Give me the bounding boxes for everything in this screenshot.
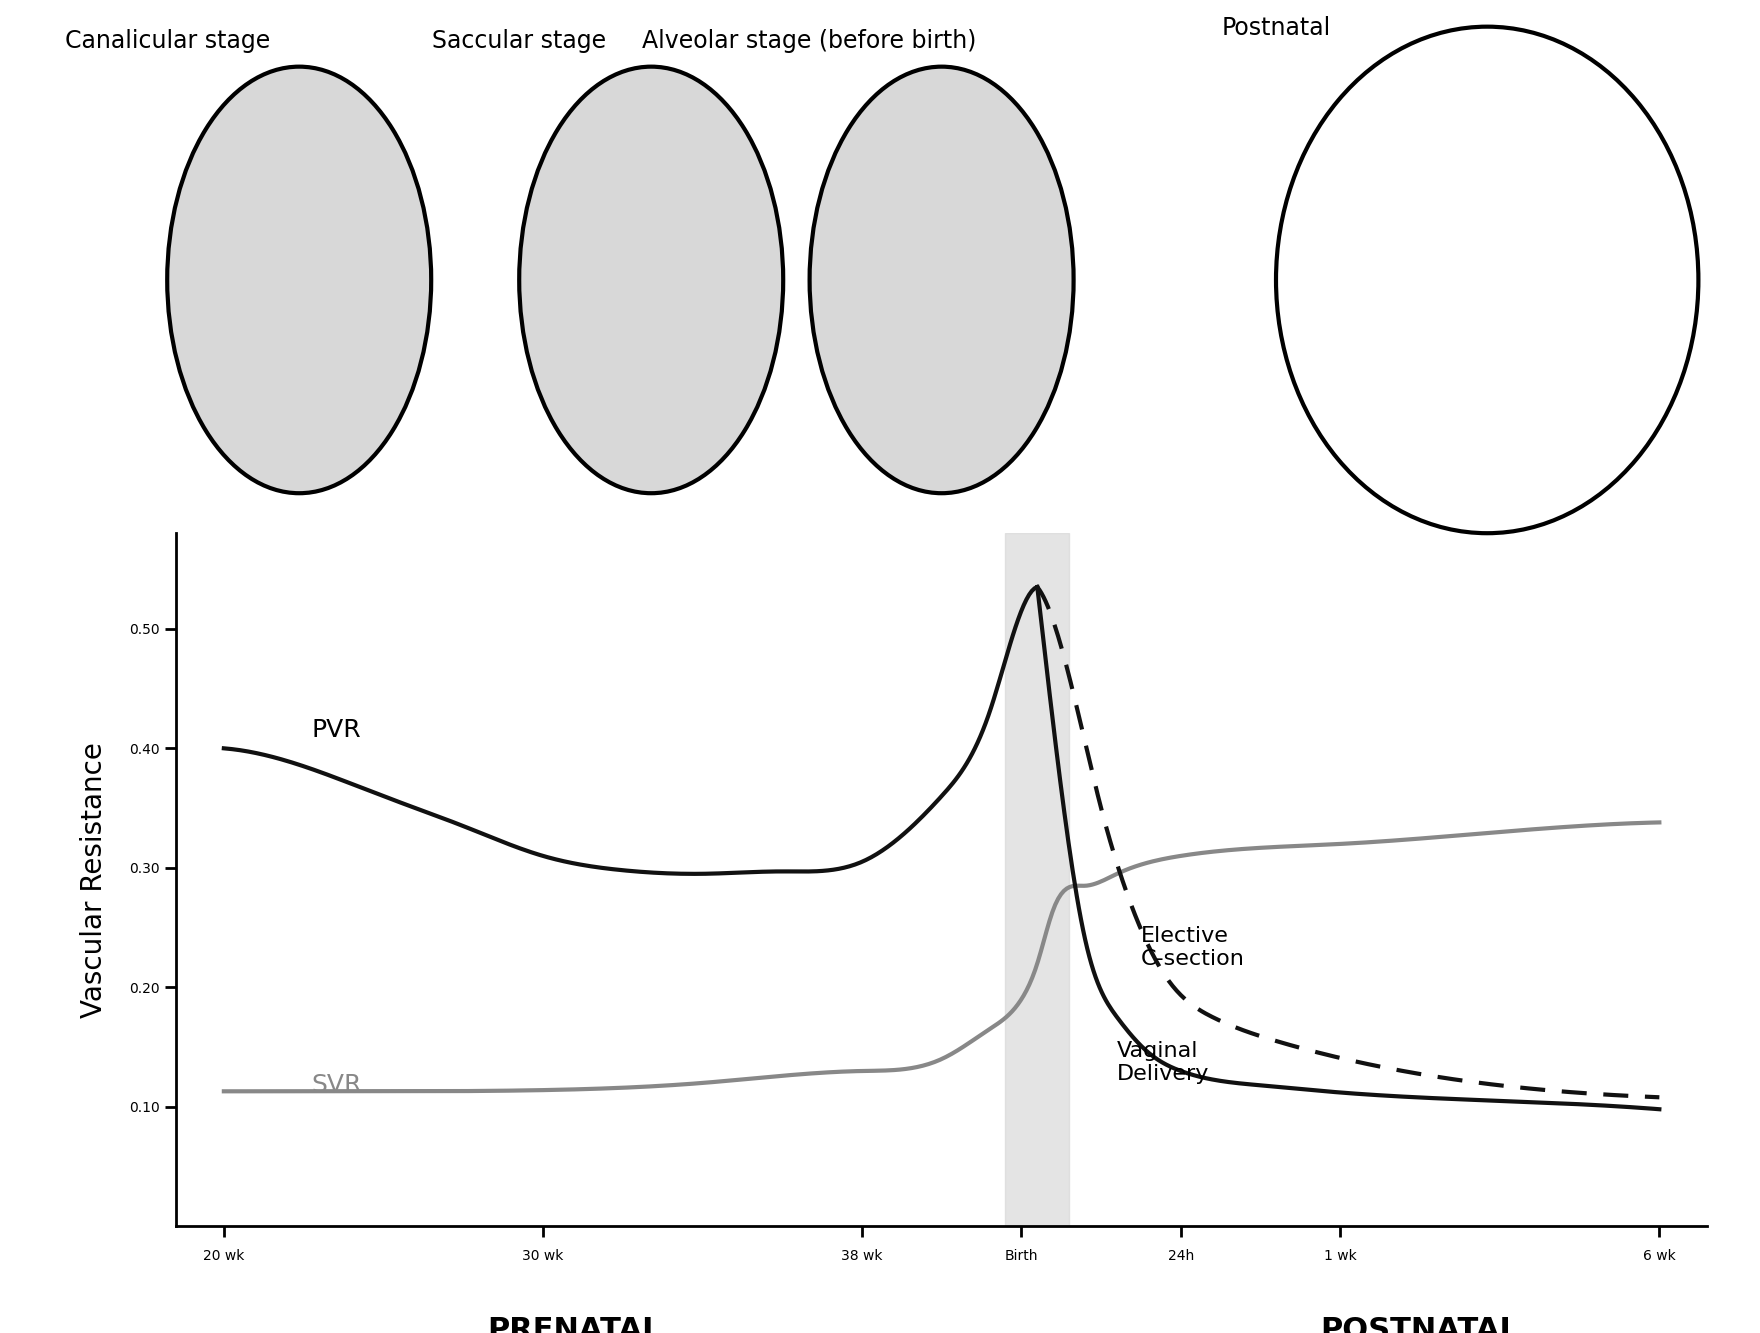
Text: Vaginal
Delivery: Vaginal Delivery <box>1118 1041 1209 1084</box>
Text: POSTNATAL: POSTNATAL <box>1320 1316 1519 1333</box>
Text: Alveolar stage (before birth): Alveolar stage (before birth) <box>642 29 977 53</box>
Bar <box>1005 533 1070 1226</box>
Text: PVR: PVR <box>312 718 361 742</box>
Text: PRENATAL: PRENATAL <box>488 1316 662 1333</box>
Text: Postnatal: Postnatal <box>1221 16 1331 40</box>
Text: Elective
C-section: Elective C-section <box>1140 926 1244 969</box>
Y-axis label: Vascular Resistance: Vascular Resistance <box>81 742 109 1017</box>
Text: Saccular stage: Saccular stage <box>433 29 605 53</box>
Text: SVR: SVR <box>312 1073 363 1097</box>
Text: Canalicular stage: Canalicular stage <box>65 29 269 53</box>
